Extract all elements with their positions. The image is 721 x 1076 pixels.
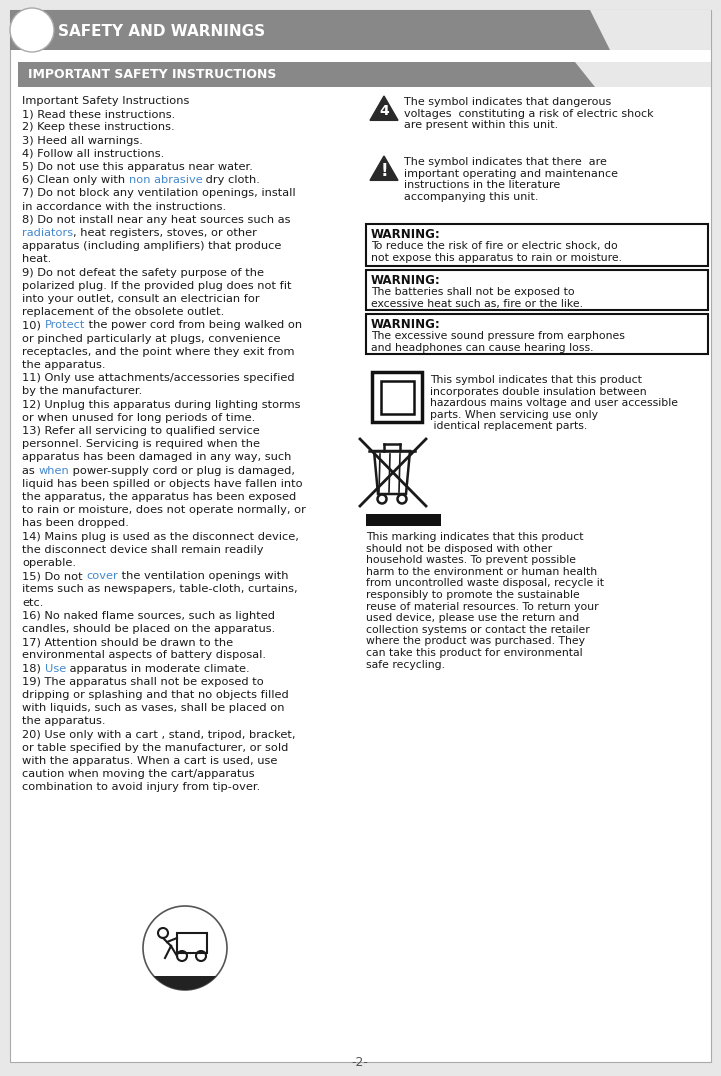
Bar (177, 933, 207, 953)
Text: This symbol indicates that this product
incorporates double insulation between
h: This symbol indicates that this product … (430, 376, 678, 431)
Text: 7) Do not block any ventilation openings, install: 7) Do not block any ventilation openings… (22, 188, 296, 198)
Text: 8) Do not install near any heat sources such as: 8) Do not install near any heat sources … (22, 215, 291, 225)
Text: Important Safety Instructions: Important Safety Instructions (22, 96, 190, 107)
Bar (366, 314, 708, 354)
Text: power-supply cord or plug is damaged,: power-supply cord or plug is damaged, (69, 466, 295, 476)
Text: 13) Refer all servicing to qualified service: 13) Refer all servicing to qualified ser… (22, 426, 260, 436)
Text: the disconnect device shall remain readily: the disconnect device shall remain readi… (22, 544, 263, 555)
Text: 4: 4 (379, 103, 389, 117)
Text: caution when moving the cart/apparatus: caution when moving the cart/apparatus (22, 769, 255, 779)
Text: This marking indicates that this product
should not be disposed with other
house: This marking indicates that this product… (366, 532, 604, 669)
Text: 10): 10) (22, 321, 45, 330)
Text: radiators: radiators (22, 228, 73, 238)
Text: apparatus (including amplifiers) that produce: apparatus (including amplifiers) that pr… (22, 241, 281, 251)
Text: 3) Heed all warnings.: 3) Heed all warnings. (22, 136, 143, 145)
Text: To reduce the risk of fire or electric shock, do
not expose this apparatus to ra: To reduce the risk of fire or electric s… (371, 241, 622, 263)
Text: 16) No naked flame sources, such as lighted: 16) No naked flame sources, such as ligh… (22, 611, 275, 621)
Text: the apparatus.: the apparatus. (22, 717, 105, 726)
Text: receptacles, and the point where they exit from: receptacles, and the point where they ex… (22, 346, 294, 357)
Text: 15) Do not: 15) Do not (22, 571, 87, 581)
Bar (366, 270, 708, 310)
Text: into your outlet, consult an electrician for: into your outlet, consult an electrician… (22, 294, 260, 305)
Text: -2-: -2- (352, 1056, 368, 1068)
Text: items such as newspapers, table-cloth, curtains,: items such as newspapers, table-cloth, c… (22, 584, 298, 594)
Text: replacement of the obsolete outlet.: replacement of the obsolete outlet. (22, 308, 224, 317)
Text: 18): 18) (22, 664, 45, 674)
Text: 20) Use only with a cart , stand, tripod, bracket,: 20) Use only with a cart , stand, tripod… (22, 730, 296, 739)
Text: has been dropped.: has been dropped. (22, 519, 129, 528)
Text: apparatus has been damaged in any way, such: apparatus has been damaged in any way, s… (22, 452, 291, 463)
Text: candles, should be placed on the apparatus.: candles, should be placed on the apparat… (22, 624, 275, 634)
Polygon shape (575, 62, 711, 87)
Text: , heat registers, stoves, or other: , heat registers, stoves, or other (73, 228, 257, 238)
Text: 14) Mains plug is used as the disconnect device,: 14) Mains plug is used as the disconnect… (22, 532, 299, 541)
Text: 9) Do not defeat the safety purpose of the: 9) Do not defeat the safety purpose of t… (22, 268, 264, 278)
Text: 1) Read these instructions.: 1) Read these instructions. (22, 109, 175, 119)
Text: The excessive sound pressure from earphones
and headphones can cause hearing los: The excessive sound pressure from earpho… (371, 331, 625, 353)
Text: apparatus in moderate climate.: apparatus in moderate climate. (66, 664, 249, 674)
Polygon shape (370, 96, 398, 121)
Text: personnel. Servicing is required when the: personnel. Servicing is required when th… (22, 439, 260, 449)
Text: 6) Clean only with: 6) Clean only with (22, 175, 129, 185)
Circle shape (143, 906, 227, 990)
Text: Use: Use (45, 664, 66, 674)
Text: the apparatus.: the apparatus. (22, 360, 105, 370)
Text: 5) Do not use this apparatus near water.: 5) Do not use this apparatus near water. (22, 162, 253, 172)
Text: WARNING:: WARNING: (371, 318, 441, 331)
Text: with the apparatus. When a cart is used, use: with the apparatus. When a cart is used,… (22, 756, 278, 766)
Text: WARNING:: WARNING: (371, 274, 441, 287)
Bar (10, 10, 711, 49)
Text: 17) Attention should be drawn to the: 17) Attention should be drawn to the (22, 637, 233, 647)
Text: or pinched particularly at plugs, convenience: or pinched particularly at plugs, conven… (22, 334, 280, 343)
Text: !: ! (380, 161, 388, 180)
Text: to rain or moisture, does not operate normally, or: to rain or moisture, does not operate no… (22, 506, 306, 515)
Text: etc.: etc. (22, 597, 43, 608)
Text: dry cloth.: dry cloth. (203, 175, 260, 185)
Text: dripping or splashing and that no objects filled: dripping or splashing and that no object… (22, 690, 288, 700)
Text: The batteries shall not be exposed to
excessive heat such as, fire or the like.: The batteries shall not be exposed to ex… (371, 287, 583, 309)
Text: liquid has been spilled or objects have fallen into: liquid has been spilled or objects have … (22, 479, 303, 489)
Bar (372, 372, 422, 422)
Text: Protect: Protect (45, 321, 85, 330)
Text: heat.: heat. (22, 254, 51, 265)
Text: operable.: operable. (22, 558, 76, 568)
Bar (366, 514, 441, 526)
Text: SAFETY AND WARNINGS: SAFETY AND WARNINGS (58, 24, 265, 39)
Text: or table specified by the manufacturer, or sold: or table specified by the manufacturer, … (22, 742, 288, 753)
Text: or when unused for long periods of time.: or when unused for long periods of time. (22, 413, 255, 423)
Text: polarized plug. If the provided plug does not fit: polarized plug. If the provided plug doe… (22, 281, 291, 291)
Text: non abrasive: non abrasive (129, 175, 203, 185)
Bar (143, 976, 227, 996)
Text: The symbol indicates that dangerous
voltages  constituting a risk of electric sh: The symbol indicates that dangerous volt… (404, 97, 654, 130)
Text: the ventilation openings with: the ventilation openings with (118, 571, 288, 581)
Text: environmental aspects of battery disposal.: environmental aspects of battery disposa… (22, 650, 266, 661)
Text: in accordance with the instructions.: in accordance with the instructions. (22, 201, 226, 212)
Text: the power cord from being walked on: the power cord from being walked on (85, 321, 302, 330)
Text: The symbol indicates that there  are
important operating and maintenance
instruc: The symbol indicates that there are impo… (404, 157, 618, 202)
Bar (381, 381, 414, 413)
Bar (366, 224, 708, 266)
Text: combination to avoid injury from tip-over.: combination to avoid injury from tip-ove… (22, 782, 260, 792)
Text: as: as (22, 466, 38, 476)
Text: by the manufacturer.: by the manufacturer. (22, 386, 142, 396)
Text: 11) Only use attachments/accessories specified: 11) Only use attachments/accessories spe… (22, 373, 295, 383)
Text: with liquids, such as vases, shall be placed on: with liquids, such as vases, shall be pl… (22, 704, 285, 713)
Text: 12) Unplug this apparatus during lighting storms: 12) Unplug this apparatus during lightin… (22, 399, 301, 410)
Polygon shape (590, 10, 711, 49)
Polygon shape (370, 156, 398, 181)
Bar (18, 62, 711, 87)
Text: cover: cover (87, 571, 118, 581)
Text: 4) Follow all instructions.: 4) Follow all instructions. (22, 148, 164, 159)
Text: 2) Keep these instructions.: 2) Keep these instructions. (22, 123, 174, 132)
Circle shape (10, 8, 54, 52)
Text: the apparatus, the apparatus has been exposed: the apparatus, the apparatus has been ex… (22, 492, 296, 502)
Text: IMPORTANT SAFETY INSTRUCTIONS: IMPORTANT SAFETY INSTRUCTIONS (28, 68, 276, 81)
Text: when: when (38, 466, 69, 476)
Text: WARNING:: WARNING: (371, 228, 441, 241)
Text: 19) The apparatus shall not be exposed to: 19) The apparatus shall not be exposed t… (22, 677, 264, 686)
